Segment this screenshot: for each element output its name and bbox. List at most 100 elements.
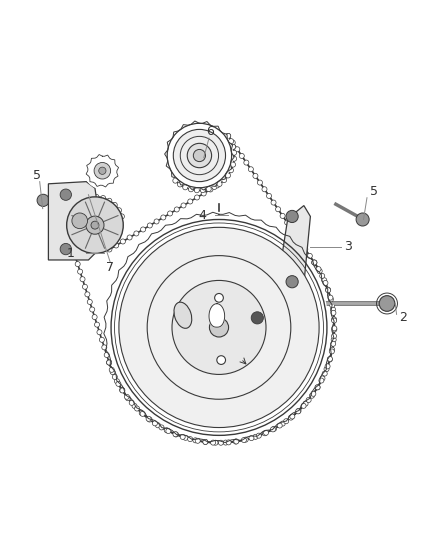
Circle shape	[330, 347, 335, 352]
Circle shape	[193, 438, 198, 443]
Circle shape	[203, 439, 208, 445]
Circle shape	[201, 191, 206, 196]
Circle shape	[106, 360, 112, 365]
Circle shape	[226, 440, 231, 445]
Circle shape	[253, 173, 258, 179]
Circle shape	[331, 310, 336, 316]
Circle shape	[109, 367, 114, 373]
Circle shape	[113, 243, 119, 248]
Circle shape	[173, 432, 178, 437]
Circle shape	[147, 417, 152, 422]
Circle shape	[110, 218, 328, 437]
Circle shape	[320, 376, 325, 381]
Circle shape	[181, 203, 186, 208]
Circle shape	[217, 181, 222, 187]
Circle shape	[253, 434, 258, 439]
Circle shape	[73, 254, 78, 259]
Circle shape	[173, 178, 178, 183]
Circle shape	[222, 177, 226, 183]
Circle shape	[91, 221, 99, 229]
Circle shape	[209, 318, 229, 337]
Circle shape	[119, 214, 124, 219]
Circle shape	[64, 218, 70, 223]
Circle shape	[226, 173, 230, 178]
Circle shape	[159, 425, 164, 430]
Circle shape	[232, 150, 237, 155]
Circle shape	[166, 123, 233, 189]
Circle shape	[67, 197, 123, 254]
Circle shape	[188, 199, 193, 204]
Circle shape	[206, 187, 211, 191]
Ellipse shape	[174, 302, 192, 328]
Circle shape	[97, 330, 102, 335]
Circle shape	[226, 133, 231, 139]
Circle shape	[66, 231, 71, 236]
Circle shape	[331, 341, 336, 346]
Circle shape	[303, 247, 308, 252]
Circle shape	[194, 188, 199, 193]
Circle shape	[194, 195, 200, 200]
Circle shape	[248, 167, 254, 172]
Circle shape	[296, 408, 301, 414]
Text: 1: 1	[66, 247, 74, 260]
Circle shape	[117, 208, 121, 213]
Circle shape	[294, 233, 299, 238]
Circle shape	[241, 438, 247, 442]
Text: 4: 4	[198, 208, 206, 222]
Circle shape	[60, 244, 71, 255]
Circle shape	[173, 432, 179, 437]
Circle shape	[233, 439, 238, 444]
Circle shape	[161, 215, 166, 220]
Polygon shape	[48, 182, 102, 260]
Circle shape	[301, 403, 306, 408]
Circle shape	[139, 410, 144, 416]
Circle shape	[208, 187, 213, 192]
Circle shape	[164, 427, 169, 433]
Circle shape	[177, 182, 183, 187]
Circle shape	[312, 260, 317, 265]
Circle shape	[270, 427, 276, 432]
Circle shape	[271, 200, 276, 205]
Polygon shape	[209, 304, 225, 327]
Circle shape	[230, 140, 235, 145]
Circle shape	[193, 149, 205, 161]
Circle shape	[331, 337, 336, 342]
Circle shape	[298, 240, 303, 245]
Circle shape	[116, 381, 121, 386]
Circle shape	[78, 269, 83, 274]
Circle shape	[286, 211, 298, 223]
Circle shape	[141, 227, 145, 232]
Circle shape	[75, 262, 80, 266]
Circle shape	[332, 334, 336, 338]
Circle shape	[114, 378, 120, 384]
Circle shape	[155, 423, 160, 428]
Circle shape	[187, 143, 212, 168]
Circle shape	[379, 296, 395, 311]
Circle shape	[329, 349, 334, 354]
Circle shape	[127, 235, 132, 240]
Circle shape	[230, 162, 236, 167]
Text: 5: 5	[33, 168, 41, 182]
Circle shape	[75, 200, 80, 206]
Circle shape	[95, 322, 99, 327]
Circle shape	[320, 273, 325, 278]
Circle shape	[134, 231, 139, 236]
Circle shape	[106, 360, 112, 365]
Circle shape	[71, 246, 75, 252]
Circle shape	[195, 438, 200, 443]
Circle shape	[256, 433, 261, 438]
Circle shape	[322, 371, 327, 376]
Circle shape	[212, 184, 217, 190]
Circle shape	[200, 188, 205, 193]
Circle shape	[167, 211, 173, 216]
Circle shape	[120, 388, 125, 393]
Circle shape	[183, 185, 188, 190]
Circle shape	[140, 411, 145, 416]
Circle shape	[112, 203, 117, 207]
Circle shape	[303, 401, 308, 406]
Circle shape	[132, 403, 137, 408]
Circle shape	[328, 357, 332, 361]
Circle shape	[288, 415, 293, 420]
Circle shape	[70, 205, 75, 211]
Circle shape	[90, 307, 95, 312]
